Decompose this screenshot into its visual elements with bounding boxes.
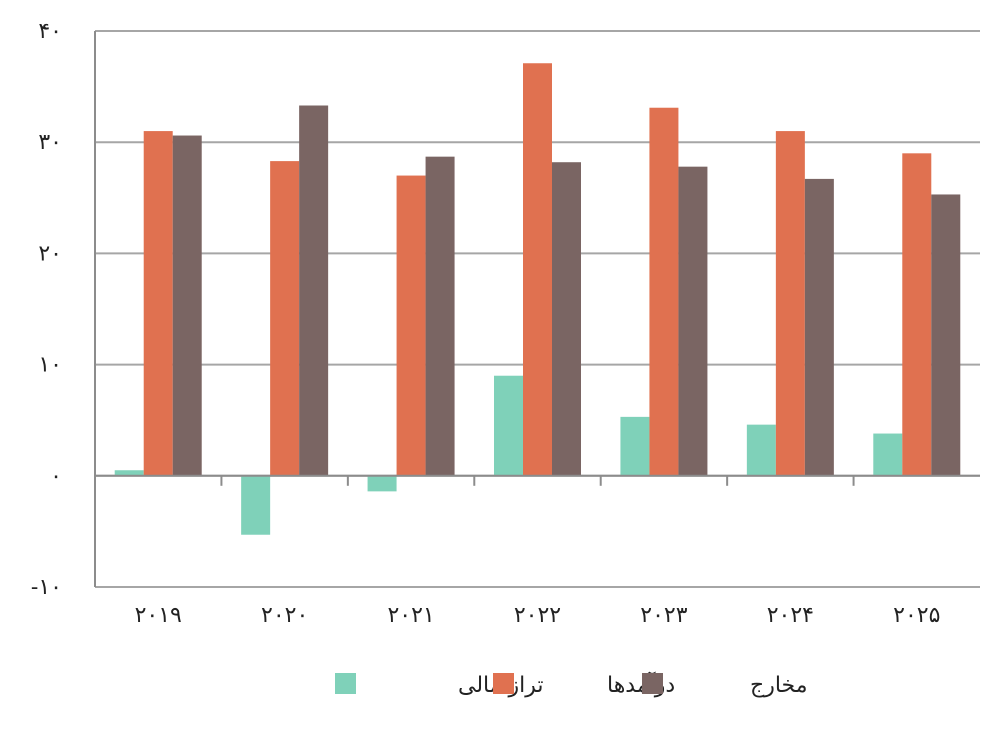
legend-swatch — [642, 673, 663, 694]
bar-series-1 — [746, 424, 776, 476]
bar-series-3 — [425, 156, 455, 476]
x-tick-labels: ۲۰۱۹ ۲۰۲۰ ۲۰۲۱ ۲۰۲۲ ۲۰۲۳ ۲۰۲۴ ۲۰۲۵ — [135, 603, 941, 628]
x-tick-label: ۲۰۱۹ — [135, 603, 182, 628]
bar-series-1 — [620, 416, 650, 476]
legend-label: درآمدها — [607, 671, 675, 698]
x-tick-label: ۲۰۲۵ — [893, 603, 940, 628]
y-tick-label: ۰ — [50, 464, 62, 489]
x-tick-label: ۲۰۲۴ — [767, 603, 814, 628]
bar-series-3 — [552, 162, 581, 476]
bar-series-2 — [143, 131, 173, 476]
legend-swatch — [335, 673, 356, 694]
bar-series-2 — [523, 63, 552, 476]
bar-series-3 — [172, 135, 202, 476]
bar-series-3 — [299, 105, 329, 476]
bar-series-1 — [114, 470, 144, 476]
y-tick-label: -۱۰ — [31, 575, 62, 600]
bar-series-3 — [931, 194, 961, 476]
y-tick-label: ۴۰ — [38, 19, 62, 44]
y-tick-label: ۱۰ — [38, 353, 62, 378]
bar-series-2 — [270, 161, 300, 476]
axes — [94, 31, 980, 587]
bar-series-2 — [649, 107, 679, 476]
bar-series-1 — [494, 375, 523, 476]
bar-series-2 — [902, 153, 932, 476]
bars — [114, 63, 961, 535]
bar-series-2 — [775, 131, 805, 476]
bar-series-3 — [804, 178, 834, 476]
y-tick-label: ۲۰ — [38, 241, 62, 266]
x-tick-label: ۲۰۲۲ — [514, 603, 561, 628]
bar-series-1 — [367, 475, 397, 492]
bar-series-1 — [873, 433, 903, 476]
y-tick-labels: -۱۰ ۰ ۱۰ ۲۰ ۳۰ ۴۰ — [31, 19, 62, 600]
legend: تراز مالی درآمدها مخارج — [335, 671, 808, 698]
y-tick-label: ۳۰ — [38, 130, 62, 155]
x-tick-label: ۲۰۲۰ — [261, 603, 308, 628]
legend-swatch — [493, 673, 514, 694]
legend-label: مخارج — [750, 673, 808, 698]
bar-series-2 — [396, 175, 426, 476]
bar-series-1 — [241, 475, 271, 535]
x-tick-label: ۲۰۲۳ — [640, 603, 687, 628]
bar-series-3 — [678, 166, 708, 476]
x-tick-label: ۲۰۲۱ — [387, 603, 434, 628]
